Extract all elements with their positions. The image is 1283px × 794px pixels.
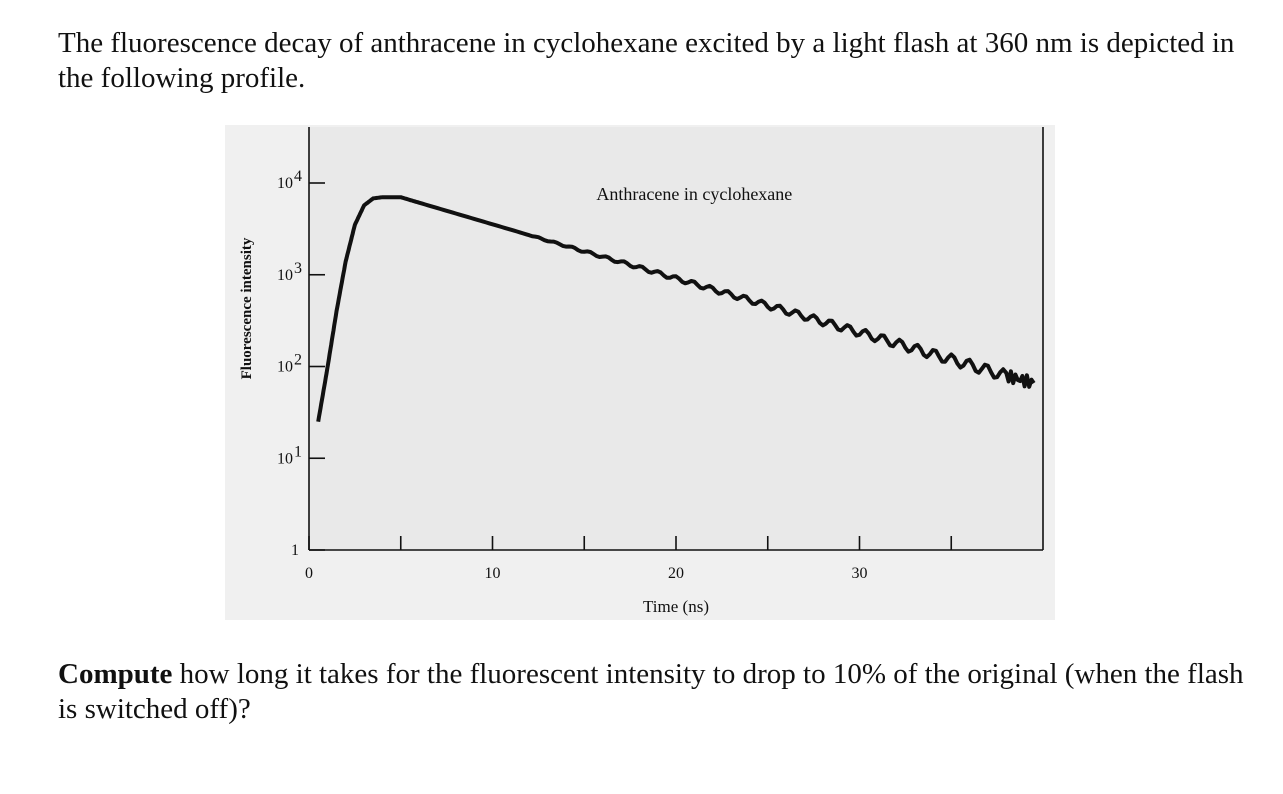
x-tick-label: 20	[668, 565, 684, 582]
problem-intro: The fluorescence decay of anthracene in …	[58, 27, 1235, 94]
problem-question: Compute how long it takes for the fluore…	[58, 657, 1258, 727]
x-tick-label: 0	[305, 565, 313, 582]
x-tick-label: 10	[485, 565, 501, 582]
question-emphasis: Compute	[58, 658, 173, 690]
y-tick-label: 10	[277, 267, 293, 284]
decay-curve	[316, 195, 1036, 423]
y-tick-exponent: 1	[294, 443, 302, 460]
y-tick-label: 10	[277, 450, 293, 467]
y-tick-exponent: 2	[294, 352, 302, 369]
y-tick-label: 10	[277, 175, 293, 192]
y-tick-label: 10	[277, 359, 293, 376]
question-text: how long it takes for the fluorescent in…	[58, 658, 1244, 725]
y-axis-title: Fluorescence intensity	[239, 237, 255, 379]
y-tick-exponent: 4	[294, 168, 302, 185]
x-ticks: 0 10 20 30	[305, 536, 953, 582]
fluorescence-decay-chart: 1 10 1 10 2 10 3 10 4 0 10 20 30 Anthracene in cycl…	[225, 125, 1055, 620]
y-tick-label: 1	[291, 542, 299, 559]
x-tick-label: 30	[852, 565, 868, 582]
chart-annotation: Anthracene in cyclohexane	[596, 184, 792, 204]
plot-area	[309, 127, 1043, 550]
y-tick-exponent: 3	[294, 260, 302, 277]
x-axis-title: Time (ns)	[643, 597, 709, 616]
